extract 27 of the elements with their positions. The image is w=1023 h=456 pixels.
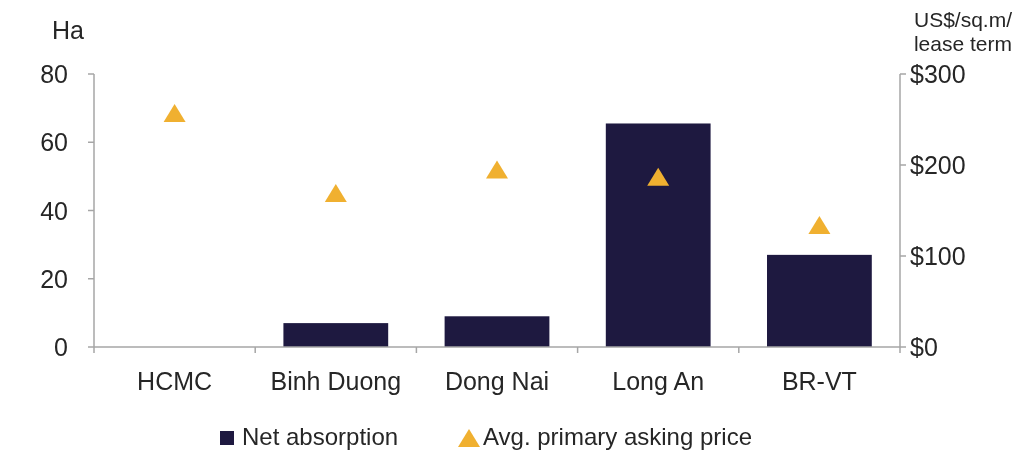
point [324,184,347,203]
y2-tick-label: $0 [910,333,938,361]
y-tick-label: 40 [40,196,68,225]
point [486,160,508,179]
y-tick-label: 60 [40,128,68,157]
y2-tick-label: $300 [910,60,966,88]
y-tick-label: 0 [54,333,68,361]
x-tick-label: Long An [612,367,705,395]
x-tick-label: Binh Duong [270,367,402,395]
x-tick-label: BR-VT [781,367,857,395]
y2-tick-label: $100 [910,242,966,270]
legend-label: Avg. primary asking price [483,423,752,450]
point [808,215,831,234]
x-tick-label: Dong Nai [444,367,550,395]
bar [283,323,389,347]
y2-axis-title: US$/sq.m/ lease term [913,8,1013,55]
y2-tick-label: $200 [910,151,966,179]
y-axis-title: Ha [52,16,85,44]
bar [605,123,711,347]
legend-label: Net absorption [242,423,399,450]
bar [767,254,872,347]
y-tick-label: 80 [40,60,68,88]
bar [444,316,550,347]
point [163,104,186,123]
x-tick-label: HCMC [137,367,213,395]
y-tick-label: 20 [40,264,68,293]
point [647,167,670,186]
